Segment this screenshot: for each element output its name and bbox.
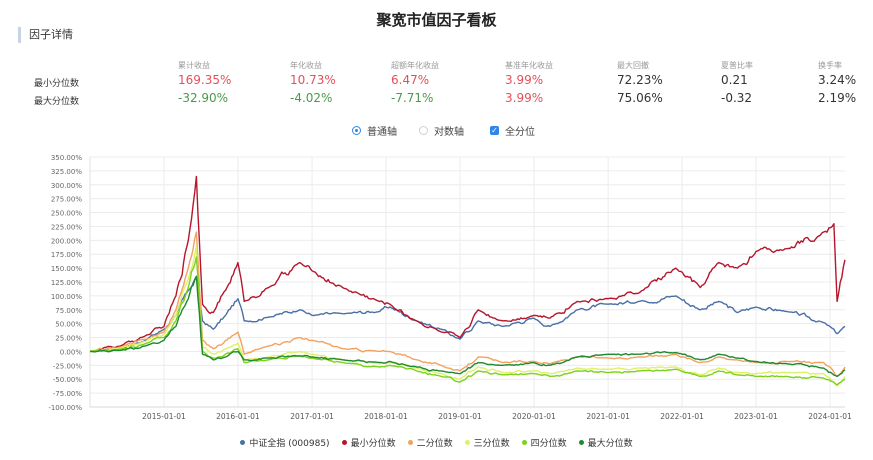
x-tick-label: 2020-01-01 [512,412,556,421]
chart-legend: 中证全指 (000985) 最小分位数 二分位数 三分位数 四分位数 最大分位数 [0,435,873,449]
legend-swatch [240,439,246,445]
y-tick-label: 300.00% [51,182,82,190]
series-line [89,275,846,353]
legend-swatch [407,439,413,445]
page-title: 聚宽市值因子看板 [376,11,497,29]
legend-item[interactable]: 最大分位数 [578,435,633,449]
stat-value: -32.90% [178,91,229,105]
series-line [89,175,846,353]
stat-value: 3.99% [505,91,544,105]
legend-swatch [521,439,527,445]
stat-value: 10.73% [290,73,336,87]
legend-label: 四分位数 [530,438,567,449]
series-line [89,231,846,378]
legend-swatch [464,439,470,445]
y-tick-label: 25.00% [55,335,82,343]
stat-header: 基准年化收益 [505,61,553,70]
x-tick-label: 2022-01-01 [660,412,704,421]
legend-label: 中证全指 (000985) [249,438,330,449]
stat-value: -7.71% [391,91,434,105]
y-tick-label: 275.00% [51,196,82,204]
stat-header: 累计收益 [178,61,210,70]
stat-value: 3.24% [818,73,857,87]
linear-axis-label: 普通轴 [367,126,397,138]
linear-axis-radio[interactable] [352,125,361,135]
y-tick-label: 200.00% [51,237,82,245]
y-tick-label: 250.00% [51,210,82,218]
legend-label: 最大分位数 [587,438,633,449]
y-tick-label: 125.00% [51,279,82,287]
log-axis-label: 对数轴 [434,126,464,138]
stat-value: 75.06% [617,91,663,105]
stat-header: 最大回撤 [617,61,649,70]
stat-value: 2.19% [818,91,857,105]
legend-item[interactable]: 中证全指 (000985) [240,435,330,449]
y-tick-label: 100.00% [51,293,82,301]
legend-item[interactable]: 最小分位数 [341,435,396,449]
y-tick-label: 75.00% [55,307,82,315]
stat-row-label: 最小分位数 [34,79,80,89]
stat-value: 169.35% [178,73,232,87]
x-tick-label: 2019-01-01 [438,412,482,421]
legend-item[interactable]: 三分位数 [464,435,510,449]
legend-label: 最小分位数 [350,438,396,449]
stat-header: 夏普比率 [721,61,753,70]
stat-value: -4.02% [290,91,333,105]
y-tick-label: 175.00% [51,251,82,259]
legend-label: 三分位数 [473,438,510,449]
x-tick-label: 2021-01-01 [586,412,630,421]
y-tick-label: 225.00% [51,223,82,231]
y-tick-label: -100.00% [48,404,82,412]
section-heading: 因子详情 [18,27,73,43]
stats-table: 累计收益 年化收益 超额年化收益 基准年化收益 最大回撤 夏普比率 换手率 最小… [0,60,873,110]
stat-value: -0.32 [721,91,753,105]
x-tick-label: 2023-01-01 [734,412,778,421]
stat-value: 0.21 [721,73,748,87]
y-tick-label: -75.00% [53,390,83,398]
x-tick-label: 2016-01-01 [216,412,260,421]
series-line [89,275,846,378]
legend-item[interactable]: 四分位数 [521,435,567,449]
legend-item[interactable]: 二分位数 [407,435,453,449]
all-quantile-label: 全分位 [505,126,535,138]
all-quantile-option[interactable]: ✓ 全分位 [490,123,535,138]
stat-header: 年化收益 [290,61,322,70]
chart-series [89,175,846,387]
x-axis: 2015-01-01 2016-01-01 2017-01-01 2018-01-01… [90,406,852,421]
y-axis: 350.00% 325.00% 300.00% 275.00% 250.00% 225.0… [48,154,91,412]
log-axis-option[interactable]: 对数轴 [419,123,464,138]
x-tick-label: 2017-01-01 [290,412,334,421]
stat-value: 72.23% [617,73,663,87]
chart-gridlines [90,156,845,408]
stat-header: 换手率 [818,61,842,70]
stat-header: 超额年化收益 [391,61,439,70]
y-tick-label: 0.00% [60,348,83,356]
y-tick-label: 150.00% [51,265,82,273]
legend-swatch [341,439,347,445]
x-tick-label: 2018-01-01 [364,412,408,421]
series-line [89,256,846,386]
series-line [89,245,846,387]
legend-label: 二分位数 [416,438,453,449]
log-axis-radio[interactable] [419,125,428,135]
axis-controls: 普通轴 对数轴 ✓ 全分位 [0,123,873,138]
x-tick-label: 2015-01-01 [142,412,186,421]
x-tick-label: 2024-01-01 [808,412,852,421]
y-tick-label: -50.00% [53,376,83,384]
linear-axis-option[interactable]: 普通轴 [352,123,397,138]
legend-swatch [578,439,584,445]
y-tick-label: 350.00% [51,154,82,162]
y-tick-label: -25.00% [53,362,83,370]
stat-value: 3.99% [505,73,544,87]
y-tick-label: 50.00% [55,321,82,329]
stat-value: 6.47% [391,73,430,87]
all-quantile-checkbox[interactable]: ✓ [490,125,499,135]
stat-row-label: 最大分位数 [34,97,80,107]
y-tick-label: 325.00% [51,168,82,176]
